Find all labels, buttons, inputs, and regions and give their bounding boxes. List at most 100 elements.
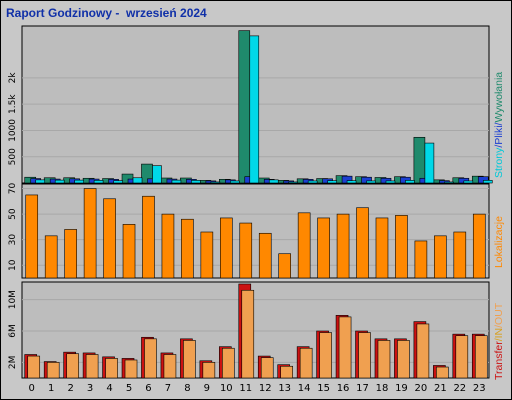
pages-bar	[210, 181, 221, 184]
kbytes-in-bar	[416, 323, 430, 379]
x-tick-label: 1	[48, 383, 54, 394]
visits-bar	[434, 235, 447, 279]
x-tick-label: 2	[67, 383, 73, 394]
kbytes-in-bar	[260, 357, 274, 379]
visits-bar	[220, 217, 233, 279]
visits-bar	[278, 253, 291, 279]
x-tick-label: 0	[29, 383, 35, 394]
kbytes-in-bar	[144, 338, 157, 379]
pages-bar	[482, 180, 493, 184]
pages-bar	[366, 180, 376, 184]
legend-out: OUT	[493, 302, 505, 325]
legend-kbytes: Transfer	[493, 341, 505, 380]
x-tick-label: 12	[259, 383, 272, 394]
kbytes-in-bar	[183, 340, 196, 379]
legend-top: Strony/Pliki/Wywołania	[493, 72, 505, 178]
y-tick-label: 500	[8, 148, 18, 165]
pages-bar	[230, 180, 240, 184]
y-tick-label: 30	[8, 234, 18, 246]
legend-bottom: Transfer/IN/OUT	[493, 302, 505, 380]
kbytes-in-bar	[436, 366, 449, 379]
x-tick-label: 16	[337, 383, 350, 394]
x-tick-label: 3	[87, 383, 93, 394]
visits-bar	[200, 231, 214, 279]
pages-bar	[152, 165, 162, 184]
legend-sep: /	[493, 325, 505, 328]
x-tick-label: 4	[106, 383, 112, 394]
kbytes-in-bar	[66, 353, 79, 379]
visits-bar	[44, 235, 58, 279]
legend-sep: /	[493, 145, 505, 148]
kbytes-in-bar	[105, 358, 118, 379]
visits-bar	[375, 217, 389, 279]
kbytes-in-bar	[338, 316, 352, 379]
y-tick-label: 10M	[8, 290, 18, 309]
pages-bar	[74, 179, 84, 184]
page-title: Raport Godzinowy - wrzesień 2024	[6, 6, 207, 20]
pages-bar	[191, 180, 201, 184]
kbytes-in-bar	[163, 354, 177, 379]
legend-visits: Lokalizacje	[493, 216, 505, 268]
y-tick-label: 6M	[8, 324, 18, 338]
kbytes-in-bar	[474, 335, 488, 379]
legend-hits: Wywołania	[493, 72, 505, 123]
x-tick-label: 13	[278, 383, 291, 394]
visits-bar	[181, 218, 194, 279]
x-tick-label: 8	[184, 383, 190, 394]
visits-bar	[414, 240, 428, 279]
kbytes-in-bar	[202, 362, 216, 379]
kbytes-in-bar	[397, 340, 410, 379]
chart-panels: 500 1000 1.5k 2k 10 30 50 70 2M 6M 10M	[8, 25, 493, 379]
pages-bar	[385, 180, 396, 184]
x-tick-label: 18	[376, 383, 389, 394]
legend-middle: Lokalizacje	[493, 216, 505, 268]
kbytes-in-bar	[124, 359, 138, 379]
traffic-panel: 500 1000 1.5k 2k	[8, 25, 493, 184]
pages-bar	[268, 179, 279, 184]
x-tick-label: 22	[453, 383, 466, 394]
x-tick-label: 10	[220, 383, 233, 394]
kbytes-in-bar	[241, 289, 255, 379]
kbytes-in-bar	[455, 335, 469, 379]
x-tick-label: 21	[434, 383, 447, 394]
legend-sep: /	[493, 338, 505, 341]
visits-bar	[356, 207, 369, 279]
pages-bar	[54, 179, 65, 184]
visits-bar	[25, 194, 39, 279]
x-tick-label: 7	[165, 383, 171, 394]
kbytes-in-bar	[85, 354, 99, 379]
kbytes-in-bar	[46, 362, 60, 379]
pages-bar	[288, 181, 298, 184]
visits-panel: 10 30 50 70	[8, 183, 490, 279]
x-tick-label: 14	[298, 383, 311, 394]
visits-bar	[453, 231, 467, 279]
plot-area	[21, 183, 490, 279]
legend-pages: Strony	[493, 147, 505, 178]
pages-bar	[346, 180, 357, 184]
pages-bar	[249, 35, 260, 184]
x-tick-label: 20	[415, 383, 428, 394]
visits-bar	[122, 224, 136, 279]
x-tick-label: 9	[204, 383, 210, 394]
pages-bar	[444, 181, 454, 184]
x-tick-label: 23	[473, 383, 486, 394]
pages-bar	[405, 180, 415, 184]
visits-bar	[317, 217, 330, 279]
y-tick-label: 50	[8, 208, 18, 220]
visits-bar	[472, 213, 486, 279]
visits-bar	[297, 212, 311, 279]
hits-bar	[413, 136, 426, 184]
y-tick-label: 10	[8, 259, 18, 271]
legend-files: Pliki	[493, 125, 505, 144]
visits-bar	[336, 213, 350, 279]
y-tick-label: 1.5k	[8, 94, 18, 114]
visits-bar	[239, 222, 253, 279]
x-tick-label: 6	[145, 383, 151, 394]
pages-bar	[113, 180, 123, 184]
x-tick-label: 15	[317, 383, 330, 394]
kbytes-in-bar	[299, 347, 313, 379]
pages-bar	[463, 180, 474, 184]
hits-bar	[238, 30, 251, 184]
visits-bar	[161, 213, 175, 279]
